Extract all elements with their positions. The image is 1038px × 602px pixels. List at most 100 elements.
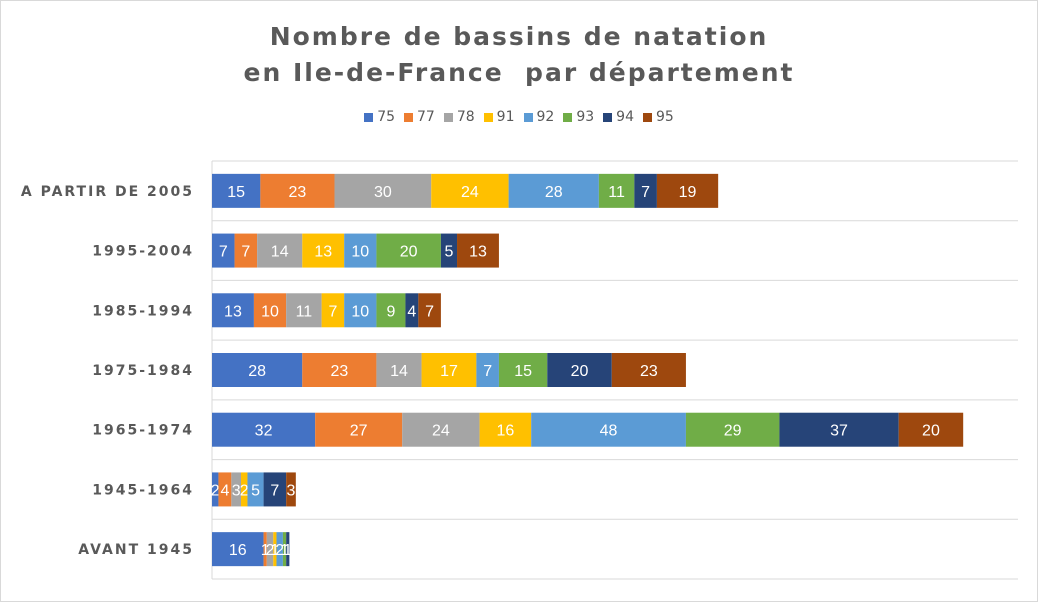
legend-label-95: 95: [655, 109, 674, 125]
bar-segment-77: [234, 233, 258, 268]
data-label: 2: [240, 482, 249, 499]
data-label: 4: [220, 482, 229, 499]
bar-segment-77: [218, 472, 232, 507]
data-label: 5: [445, 244, 454, 261]
bar-segment-91: [431, 173, 509, 208]
data-label: 17: [440, 363, 458, 380]
bar-segment-78: [231, 472, 242, 507]
legend-swatch-75: [364, 112, 374, 122]
data-label: 37: [830, 423, 848, 440]
data-label: 7: [328, 303, 337, 320]
data-label: 28: [248, 363, 266, 380]
data-label: 9: [386, 303, 395, 320]
data-label: 1: [261, 542, 270, 559]
chart-title-line-2: en Ile-de-France par département: [243, 58, 795, 87]
data-label: 7: [483, 363, 492, 380]
bar-segment-92: [508, 173, 599, 208]
bar-segment-94: [634, 173, 657, 208]
bar-segment-94: [405, 293, 419, 328]
bar-segment-94: [547, 353, 612, 387]
category-label: 1975-1984: [92, 363, 194, 379]
bar-segment-78: [266, 532, 274, 567]
data-label: 10: [261, 303, 279, 320]
bar-segment-95: [457, 233, 499, 268]
legend-swatch-77: [404, 112, 414, 122]
bar-segment-75: [212, 353, 303, 387]
data-label: 1: [283, 542, 292, 559]
bar-segment-93: [376, 293, 406, 328]
data-label: 16: [229, 542, 247, 559]
bar-segment-75: [212, 532, 264, 567]
bar-segment-78: [402, 412, 480, 447]
bar-segment-77: [253, 293, 287, 328]
legend-label-77: 77: [417, 109, 435, 125]
data-label: 29: [724, 423, 742, 440]
data-label: 2: [211, 482, 220, 499]
bar-segment-92: [276, 532, 283, 567]
data-label: 2: [266, 542, 275, 559]
legend-swatch-78: [443, 112, 453, 122]
data-label: 7: [241, 244, 250, 261]
legend-label-91: 91: [496, 109, 515, 125]
legend-item-94: 94: [603, 109, 634, 125]
bar-segment-75: [212, 293, 254, 328]
bar-segment-94: [263, 472, 287, 507]
data-label: 11: [608, 184, 625, 201]
bar-segment-92: [476, 353, 499, 387]
bar-segment-91: [321, 293, 345, 328]
data-label: 7: [219, 244, 228, 261]
chart-legend: 75 77 78 91 92 93 94 95: [1, 109, 1037, 125]
data-label: 23: [330, 363, 348, 380]
bar-segment-91: [273, 532, 277, 567]
data-label: 24: [461, 184, 479, 201]
bar-segment-75: [212, 173, 261, 208]
bar-segment-77: [315, 412, 403, 447]
bar-segment-94: [779, 412, 899, 447]
legend-item-92: 92: [523, 109, 554, 125]
legend-swatch-92: [523, 112, 533, 122]
bar-segment-75: [212, 472, 219, 507]
legend-label-93: 93: [576, 109, 595, 125]
chart-title-line-1: Nombre de bassins de natation: [269, 22, 769, 51]
category-label: 1965-1974: [92, 423, 194, 439]
bar-segment-78: [334, 173, 432, 208]
data-label: 23: [640, 363, 658, 380]
data-label: 14: [271, 244, 289, 261]
data-label: 30: [374, 184, 392, 201]
data-label: 27: [350, 423, 368, 440]
bar-segment-92: [344, 233, 377, 268]
bar-segment-95: [286, 472, 296, 507]
bar-segment-78: [257, 233, 303, 268]
legend-item-75: 75: [364, 109, 395, 125]
bar-segment-92: [344, 293, 377, 328]
data-label: 48: [600, 423, 618, 440]
legend-item-95: 95: [642, 109, 674, 125]
data-label: 15: [514, 363, 532, 380]
bar-segment-78: [376, 353, 422, 387]
legend-swatch-93: [563, 112, 573, 122]
legend-swatch-91: [483, 112, 493, 122]
legend-label-78: 78: [456, 109, 475, 125]
data-label: 16: [496, 423, 514, 440]
legend-item-78: 78: [443, 109, 475, 125]
legend-item-93: 93: [563, 109, 594, 125]
data-label: 7: [425, 303, 434, 320]
bar-segment-77: [260, 173, 335, 208]
data-label: 20: [400, 244, 418, 261]
chart-title: Nombre de bassins de natation en Ile-de-…: [1, 19, 1037, 91]
bar-segment-92: [531, 412, 686, 447]
bar-segment-75: [212, 412, 316, 447]
bar-segment-78: [286, 293, 322, 328]
data-label: 15: [227, 184, 245, 201]
data-label: 32: [255, 423, 273, 440]
bar-segment-91: [302, 233, 345, 268]
category-label: A PARTIR DE 2005: [21, 184, 194, 200]
bar-segment-94: [440, 233, 458, 268]
data-label: 14: [390, 363, 408, 380]
legend-item-91: 91: [483, 109, 515, 125]
bar-segment-95: [418, 293, 441, 328]
bar-segment-77: [302, 353, 377, 387]
category-label: 1985-1994: [92, 303, 194, 319]
